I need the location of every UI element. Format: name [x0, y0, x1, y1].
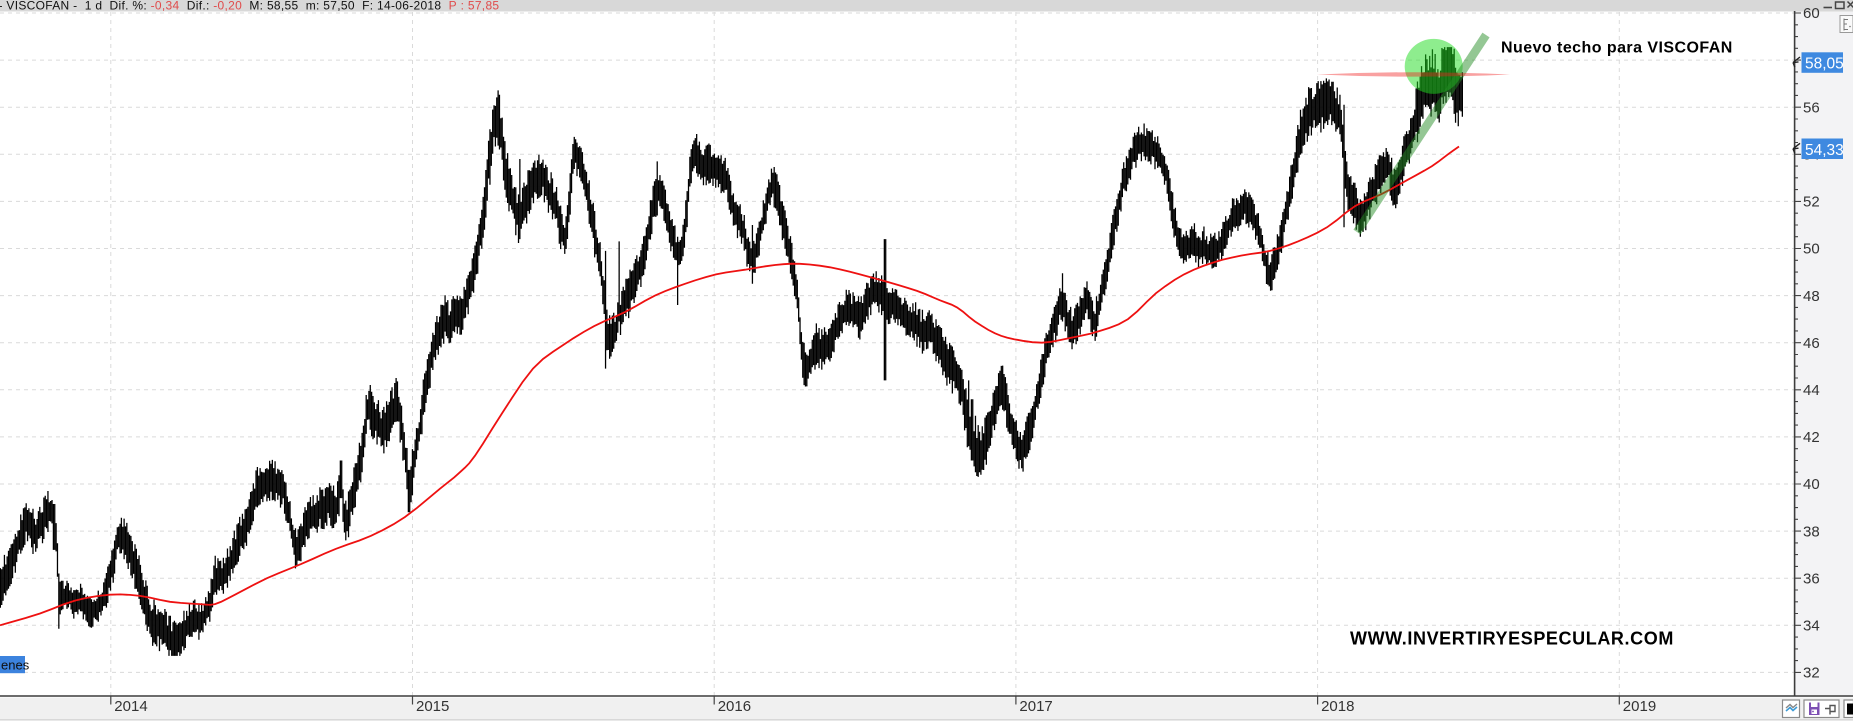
svg-text:enes: enes	[1, 658, 30, 673]
svg-text:2018: 2018	[1321, 698, 1354, 715]
svg-text:46: 46	[1803, 335, 1820, 352]
svg-text:60: 60	[1803, 5, 1820, 22]
svg-text:52: 52	[1803, 194, 1820, 211]
svg-text:36: 36	[1803, 570, 1820, 587]
svg-text:2019: 2019	[1623, 698, 1656, 715]
svg-text:56: 56	[1803, 99, 1820, 116]
svg-text:54,33: 54,33	[1805, 142, 1844, 159]
svg-text:- VISCOFAN - 1 d Dif. %: -0,: - VISCOFAN - 1 d Dif. %: -0,34 Dif.: -0,…	[0, 0, 499, 13]
svg-text:34: 34	[1803, 618, 1820, 635]
svg-text:2016: 2016	[718, 698, 751, 715]
svg-text:2017: 2017	[1019, 698, 1052, 715]
svg-text:WWW.INVERTIRYESPECULAR.COM: WWW.INVERTIRYESPECULAR.COM	[1350, 629, 1674, 649]
svg-text:58,05: 58,05	[1805, 56, 1844, 73]
svg-text:50: 50	[1803, 241, 1820, 258]
svg-text:2014: 2014	[114, 698, 147, 715]
svg-text:32: 32	[1803, 665, 1820, 682]
svg-text:40: 40	[1803, 476, 1820, 493]
svg-text:38: 38	[1803, 523, 1820, 540]
svg-text:44: 44	[1803, 382, 1820, 399]
svg-text:42: 42	[1803, 429, 1820, 446]
svg-text:48: 48	[1803, 288, 1820, 305]
svg-text:Nuevo techo para VISCOFAN: Nuevo techo para VISCOFAN	[1501, 40, 1733, 57]
svg-text:2015: 2015	[416, 698, 449, 715]
